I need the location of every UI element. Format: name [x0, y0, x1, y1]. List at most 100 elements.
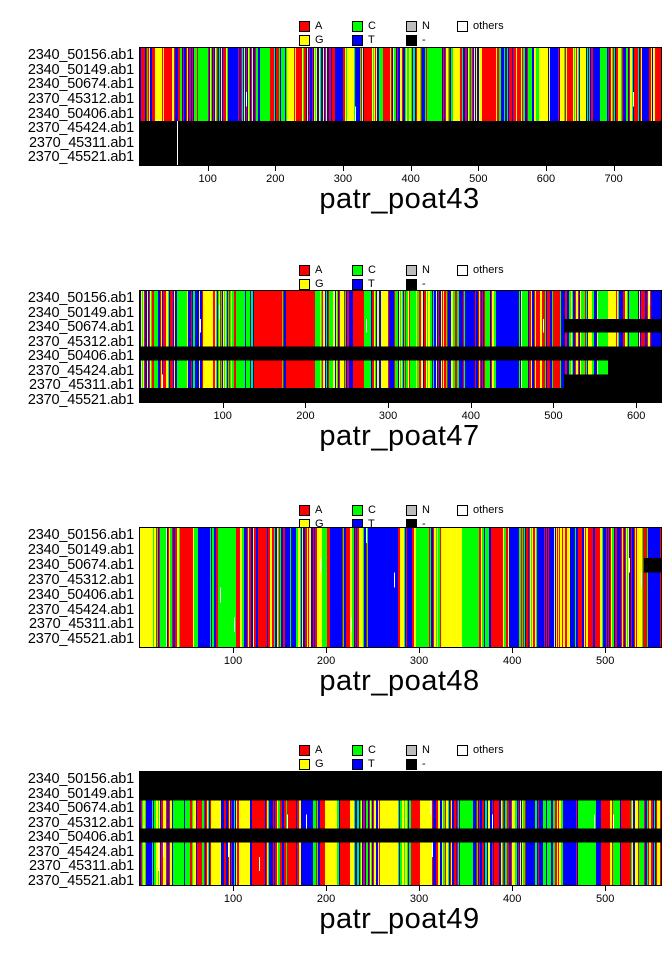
legend-label: C: [368, 264, 376, 276]
x-axis-tick-label: 500: [595, 655, 615, 667]
legend-label: G: [315, 34, 324, 46]
x-axis-tick: [545, 166, 547, 171]
legend-swatch-c-icon: [352, 21, 363, 32]
legend-label: A: [315, 264, 323, 276]
legend-label: N: [422, 744, 430, 756]
legend-swatch-a-icon: [299, 745, 310, 756]
legend-swatch-t-icon: [352, 35, 363, 46]
legend-label: G: [315, 758, 324, 770]
x-axis-tick: [326, 648, 328, 653]
panel-title: patr_poat47: [319, 420, 480, 452]
legend-label: others: [473, 20, 504, 32]
legend-label: N: [422, 264, 430, 276]
x-axis-tick: [233, 886, 235, 891]
row-label: 2370_45312.ab1: [27, 571, 134, 588]
x-axis-tick: [636, 403, 638, 408]
alignment-canvas: [140, 772, 661, 885]
legend-label: T: [368, 518, 375, 530]
row-label: 2340_50149.ab1: [27, 542, 134, 559]
x-axis-tick-label: 500: [595, 893, 615, 905]
legend-swatch-t-icon: [352, 759, 363, 770]
legend-item-others: others: [457, 265, 537, 276]
x-axis-tick: [410, 166, 412, 171]
row-label: 2370_45521.ab1: [27, 631, 134, 648]
legend-swatch-others-icon: [457, 745, 468, 756]
x-axis-tick-label: 100: [213, 410, 232, 422]
legend-item-n: N: [406, 21, 457, 32]
row-label: 2340_50406.ab1: [27, 105, 134, 122]
row-label: 2370_45521.ab1: [27, 391, 134, 408]
x-axis-tick: [207, 166, 209, 171]
alignment-canvas: [140, 48, 661, 165]
legend-item-g: G: [299, 759, 352, 770]
legend-item-a: A: [299, 265, 352, 276]
legend-label: C: [368, 20, 376, 32]
x-axis-tick: [419, 886, 421, 891]
legend-swatch-t-icon: [352, 279, 363, 290]
legend-label: N: [422, 504, 430, 516]
x-axis-tick-label: 700: [604, 173, 623, 185]
x-axis-tick: [419, 648, 421, 653]
row-label: 2370_45424.ab1: [27, 601, 134, 618]
legend-label: T: [368, 34, 375, 46]
legend-item-a: A: [299, 745, 352, 756]
legend-item-n: N: [406, 745, 457, 756]
row-label: 2370_45424.ab1: [27, 843, 134, 860]
legend-item-others: others: [457, 505, 537, 516]
legend-swatch-a-icon: [299, 21, 310, 32]
x-axis-tick: [305, 403, 307, 408]
legend-item-n: N: [406, 505, 457, 516]
legend-swatch-c-icon: [352, 745, 363, 756]
legend-swatch-g-icon: [299, 35, 310, 46]
legend-swatch-others-icon: [457, 505, 468, 516]
legend-item-t: T: [352, 279, 406, 290]
legend-swatch-g-icon: [299, 759, 310, 770]
x-axis-tick: [388, 403, 390, 408]
legend-swatch-gap-icon: [406, 279, 417, 290]
row-label: 2340_50149.ab1: [27, 304, 134, 321]
row-label: 2370_45424.ab1: [27, 362, 134, 379]
legend-label: -: [422, 758, 426, 770]
legend-item-c: C: [352, 21, 406, 32]
x-axis-tick: [605, 886, 607, 891]
legend-label: others: [473, 504, 504, 516]
x-axis-tick-label: 200: [296, 410, 315, 422]
legend-swatch-c-icon: [352, 265, 363, 276]
x-axis-tick-label: 500: [544, 410, 563, 422]
legend-label: A: [315, 504, 323, 516]
row-labels: 2340_50156.ab1 2340_50149.ab1 2340_50674.a…: [0, 771, 134, 888]
x-axis-tick-label: 100: [223, 655, 243, 667]
x-axis-tick: [553, 403, 555, 408]
row-labels: 2340_50156.ab1 2340_50149.ab1 2340_50674.a…: [0, 291, 134, 407]
x-axis-tick-label: 200: [266, 173, 285, 185]
legend-swatch-c-icon: [352, 505, 363, 516]
row-label: 2340_50406.ab1: [27, 586, 134, 603]
x-axis-tick-label: 200: [316, 655, 336, 667]
x-axis-tick-label: 100: [223, 893, 243, 905]
x-axis-tick-label: 400: [502, 655, 522, 667]
row-labels: 2340_50156.ab1 2340_50149.ab1 2340_50674.a…: [0, 48, 134, 165]
row-label: 2340_50156.ab1: [27, 527, 134, 544]
legend-label: A: [315, 20, 323, 32]
legend-label: G: [315, 518, 324, 530]
row-label: 2340_50156.ab1: [27, 771, 134, 787]
legend-item-a: A: [299, 21, 352, 32]
legend-swatch-n-icon: [406, 505, 417, 516]
x-axis-tick-label: 600: [536, 173, 556, 185]
x-axis-tick-label: 600: [627, 410, 646, 422]
row-label: 2370_45311.ab1: [29, 616, 134, 633]
row-label: 2370_45521.ab1: [27, 872, 134, 889]
row-labels: 2340_50156.ab1 2340_50149.ab1 2340_50674.a…: [0, 528, 134, 647]
legend-label: N: [422, 20, 430, 32]
x-axis-tick-label: 400: [401, 173, 420, 185]
alignment-plot: [139, 771, 662, 886]
legend-swatch-others-icon: [457, 265, 468, 276]
legend-swatch-n-icon: [406, 745, 417, 756]
row-label: 2340_50674.ab1: [27, 556, 134, 573]
